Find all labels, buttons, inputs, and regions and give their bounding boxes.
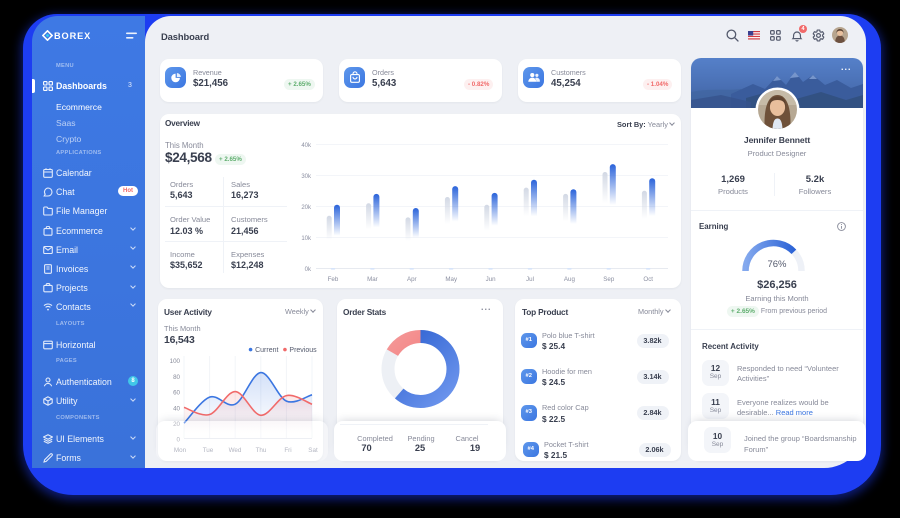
svg-text:Sep: Sep: [603, 276, 615, 283]
svg-text:Thu: Thu: [256, 447, 267, 454]
svg-text:20: 20: [173, 421, 180, 428]
svg-text:Fri: Fri: [284, 447, 291, 454]
svg-text:May: May: [445, 276, 458, 283]
svg-text:0: 0: [177, 437, 181, 444]
svg-text:10k: 10k: [301, 236, 312, 242]
svg-text:Tue: Tue: [203, 447, 214, 454]
svg-text:Oct: Oct: [643, 276, 653, 283]
svg-text:0k: 0k: [305, 267, 312, 273]
svg-text:Wed: Wed: [229, 447, 242, 454]
svg-text:100: 100: [170, 358, 181, 365]
svg-text:Jun: Jun: [486, 276, 497, 283]
svg-text:80: 80: [173, 374, 180, 381]
svg-text:Aug: Aug: [564, 276, 576, 283]
svg-text:Sat: Sat: [308, 447, 318, 454]
svg-text:Feb: Feb: [328, 276, 339, 283]
svg-text:30k: 30k: [301, 174, 312, 180]
svg-text:60: 60: [173, 390, 180, 397]
svg-text:Jul: Jul: [526, 276, 534, 283]
svg-text:Mon: Mon: [174, 447, 187, 454]
svg-text:40: 40: [173, 405, 180, 412]
svg-text:20k: 20k: [301, 205, 312, 211]
svg-text:Mar: Mar: [367, 276, 378, 283]
svg-text:40k: 40k: [301, 143, 312, 149]
svg-text:Apr: Apr: [407, 276, 417, 283]
